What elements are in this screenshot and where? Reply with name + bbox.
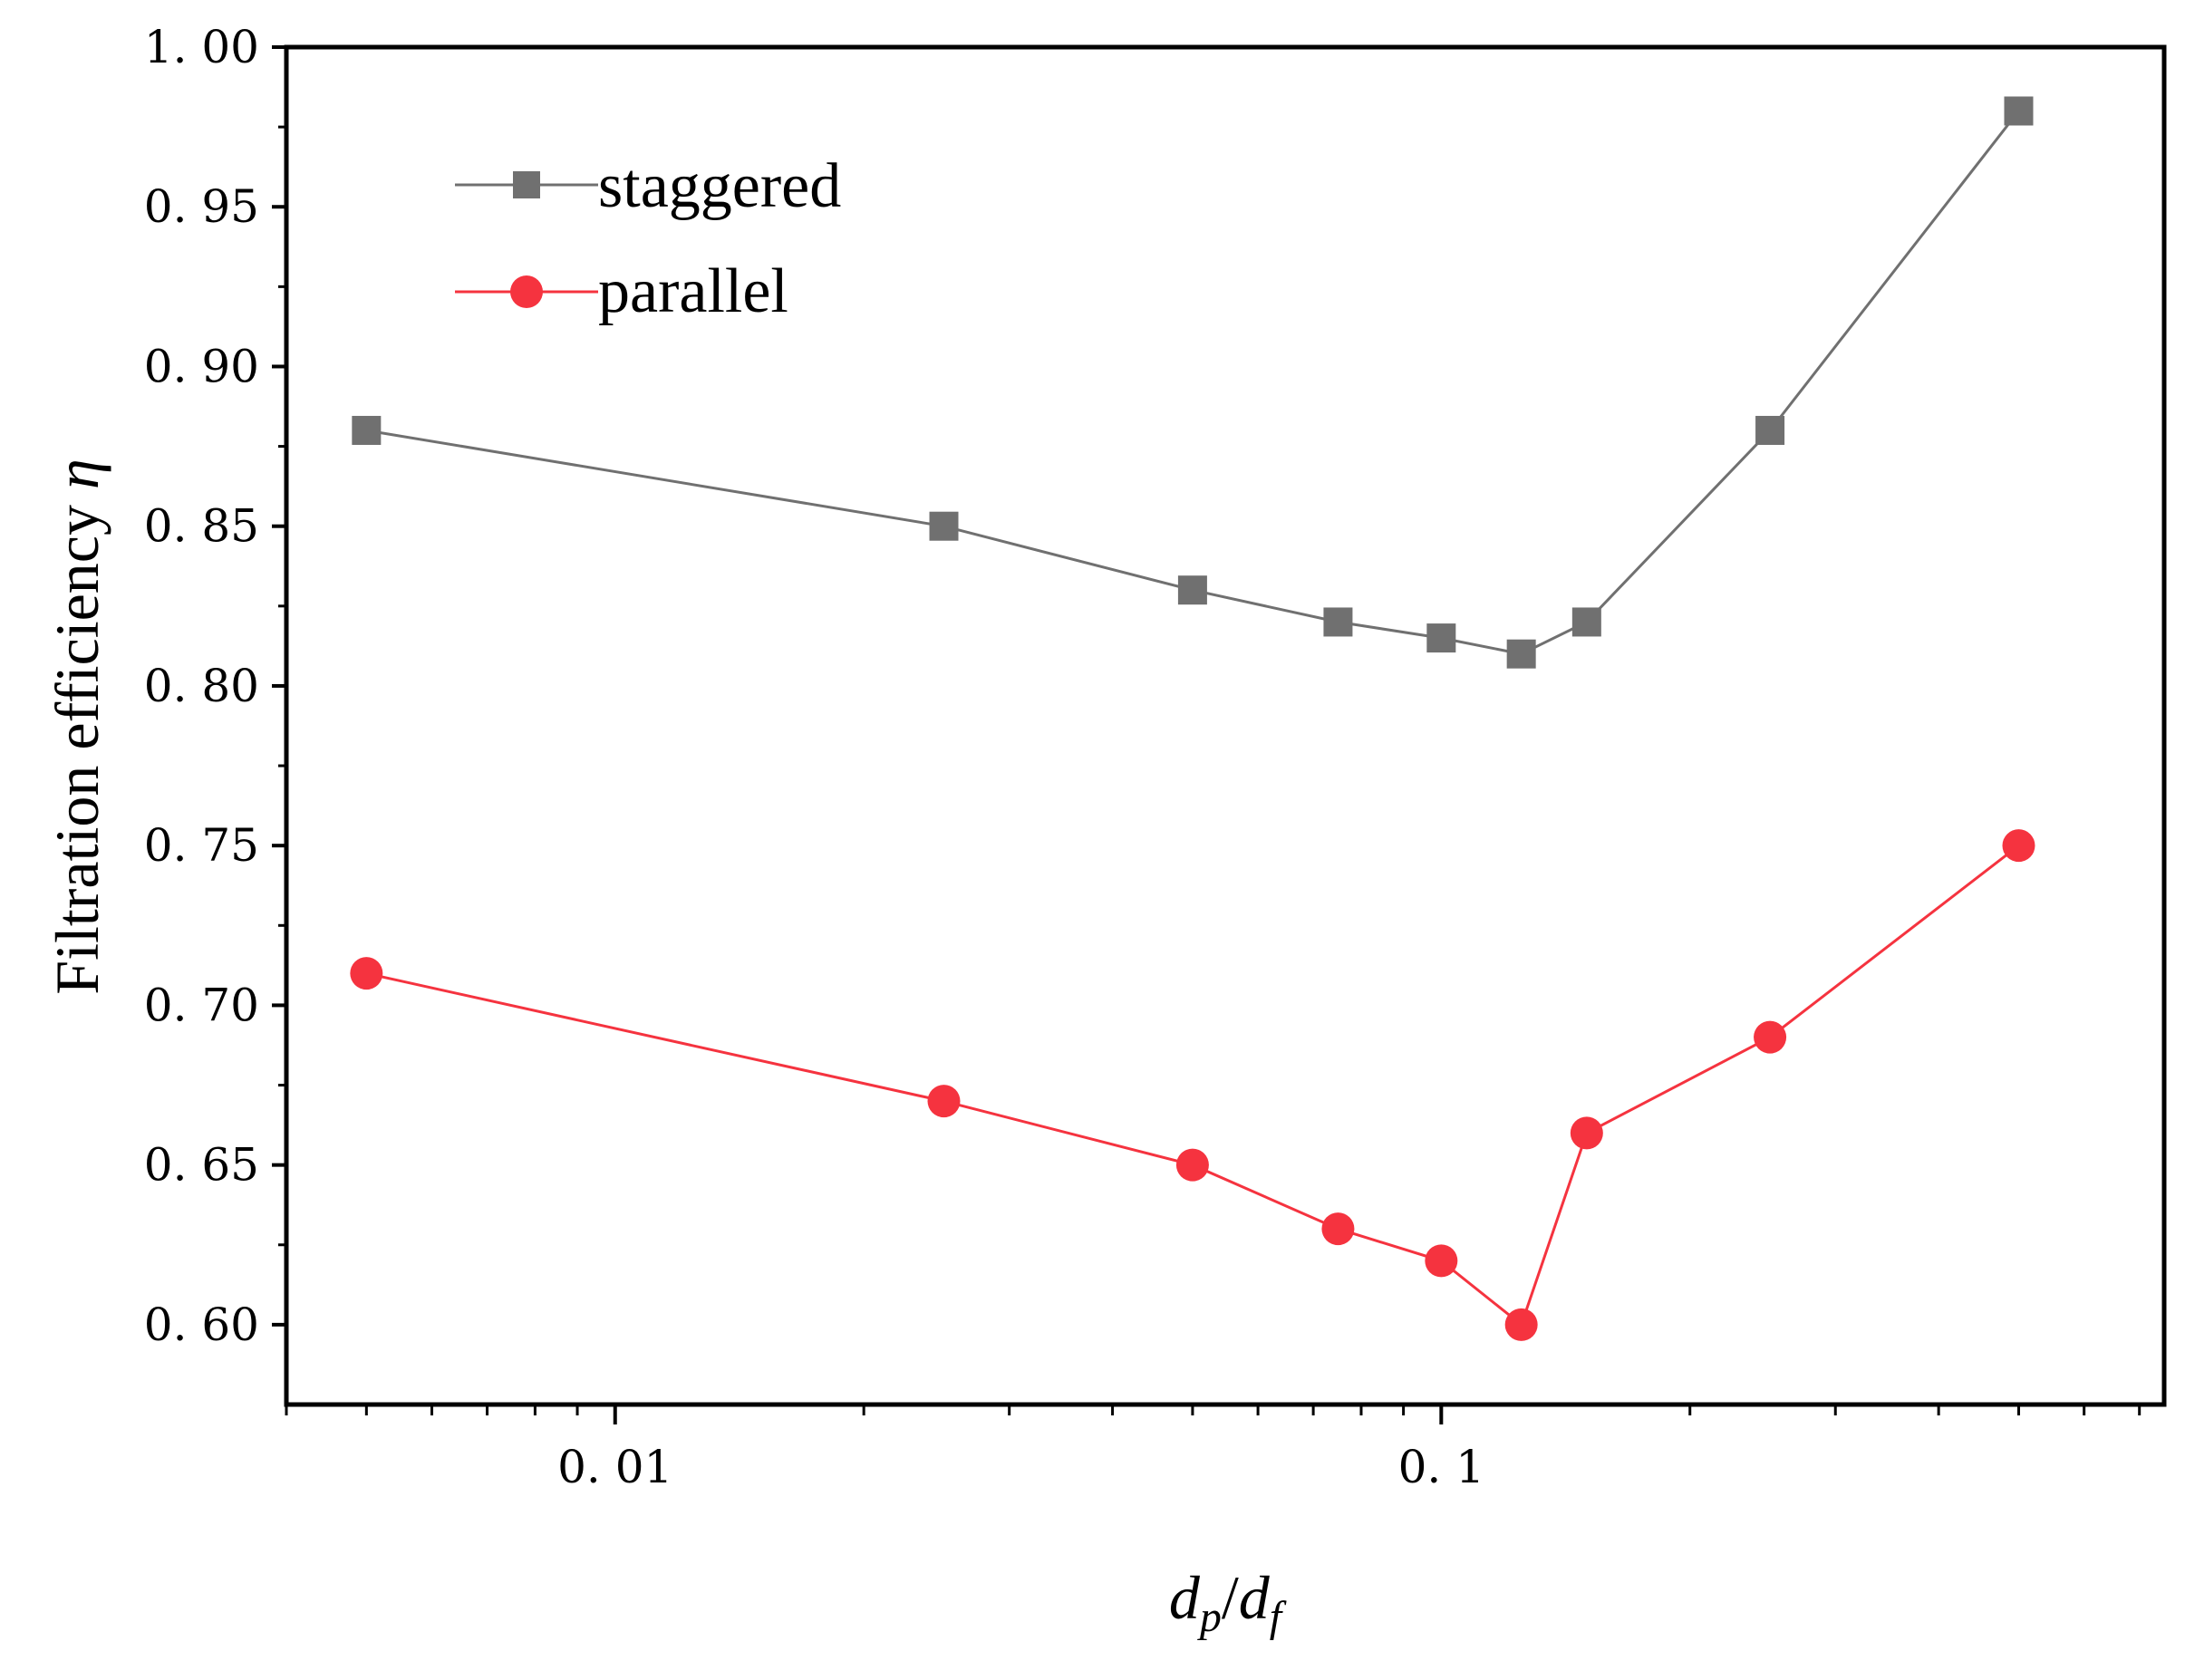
- y-title-eta: η: [43, 459, 111, 489]
- y-title-text: Filtration efficiency: [43, 489, 111, 995]
- data-point-staggered: [929, 511, 959, 541]
- y-tick-label: 0. 90: [144, 340, 259, 392]
- y-tick-label: 0. 60: [144, 1299, 259, 1351]
- y-tick-label: 1. 00: [144, 21, 259, 73]
- y-tick-label: 0. 80: [144, 660, 259, 712]
- x-title-slash: /: [1222, 1563, 1239, 1632]
- x-axis-title: dp/df: [1169, 1563, 1287, 1641]
- y-tick-label: 0. 65: [144, 1139, 259, 1192]
- data-point-staggered: [1571, 607, 1601, 637]
- data-point-parallel: [927, 1085, 961, 1118]
- data-point-staggered: [1426, 623, 1456, 653]
- x-tick-label: 0. 01: [557, 1441, 672, 1493]
- x-title-sub2: f: [1270, 1593, 1287, 1641]
- x-title-sub1: p: [1197, 1593, 1222, 1641]
- y-axis: 0. 60 0. 65 0. 70 0. 75 0. 80 0. 85 0. 90 0. 95…: [144, 21, 286, 1351]
- series-line-parallel: [365, 845, 2020, 1328]
- legend-marker-parallel: [510, 275, 543, 308]
- y-tick-label: 0. 95: [144, 180, 259, 233]
- data-point-staggered: [2004, 96, 2034, 126]
- data-point-parallel: [350, 957, 383, 990]
- x-tick-label: 0. 1: [1398, 1441, 1484, 1493]
- data-point-parallel: [1425, 1244, 1458, 1278]
- data-point-parallel: [1504, 1308, 1538, 1341]
- x-title-d2: d: [1239, 1563, 1271, 1632]
- data-point-parallel: [1754, 1020, 1787, 1054]
- x-axis: 0. 01 0. 1: [285, 1405, 2141, 1493]
- plot-frame: [284, 44, 2167, 1407]
- y-tick-label: 0. 85: [144, 500, 259, 553]
- legend-label-parallel: parallel: [598, 256, 788, 326]
- legend-item-parallel: parallel: [455, 256, 788, 326]
- data-point-staggered: [352, 415, 382, 445]
- legend-marker-staggered: [513, 171, 540, 198]
- data-point-staggered: [1177, 575, 1207, 605]
- data-point-staggered: [1755, 415, 1785, 445]
- x-title-d1: d: [1169, 1563, 1201, 1632]
- data-point-parallel: [2002, 829, 2035, 863]
- data-point-staggered: [1323, 607, 1353, 637]
- y-axis-title: Filtration efficiency η: [43, 459, 111, 994]
- data-point-staggered: [1506, 639, 1536, 669]
- data-point-parallel: [1570, 1116, 1603, 1150]
- legend-label-staggered: staggered: [598, 151, 841, 221]
- legend: staggered parallel: [455, 151, 841, 326]
- data-point-parallel: [1321, 1212, 1355, 1246]
- series-layer: [350, 96, 2035, 1341]
- data-point-parallel: [1175, 1148, 1209, 1182]
- legend-item-staggered: staggered: [455, 151, 841, 221]
- y-tick-label: 0. 75: [144, 819, 259, 872]
- y-tick-label: 0. 70: [144, 979, 259, 1031]
